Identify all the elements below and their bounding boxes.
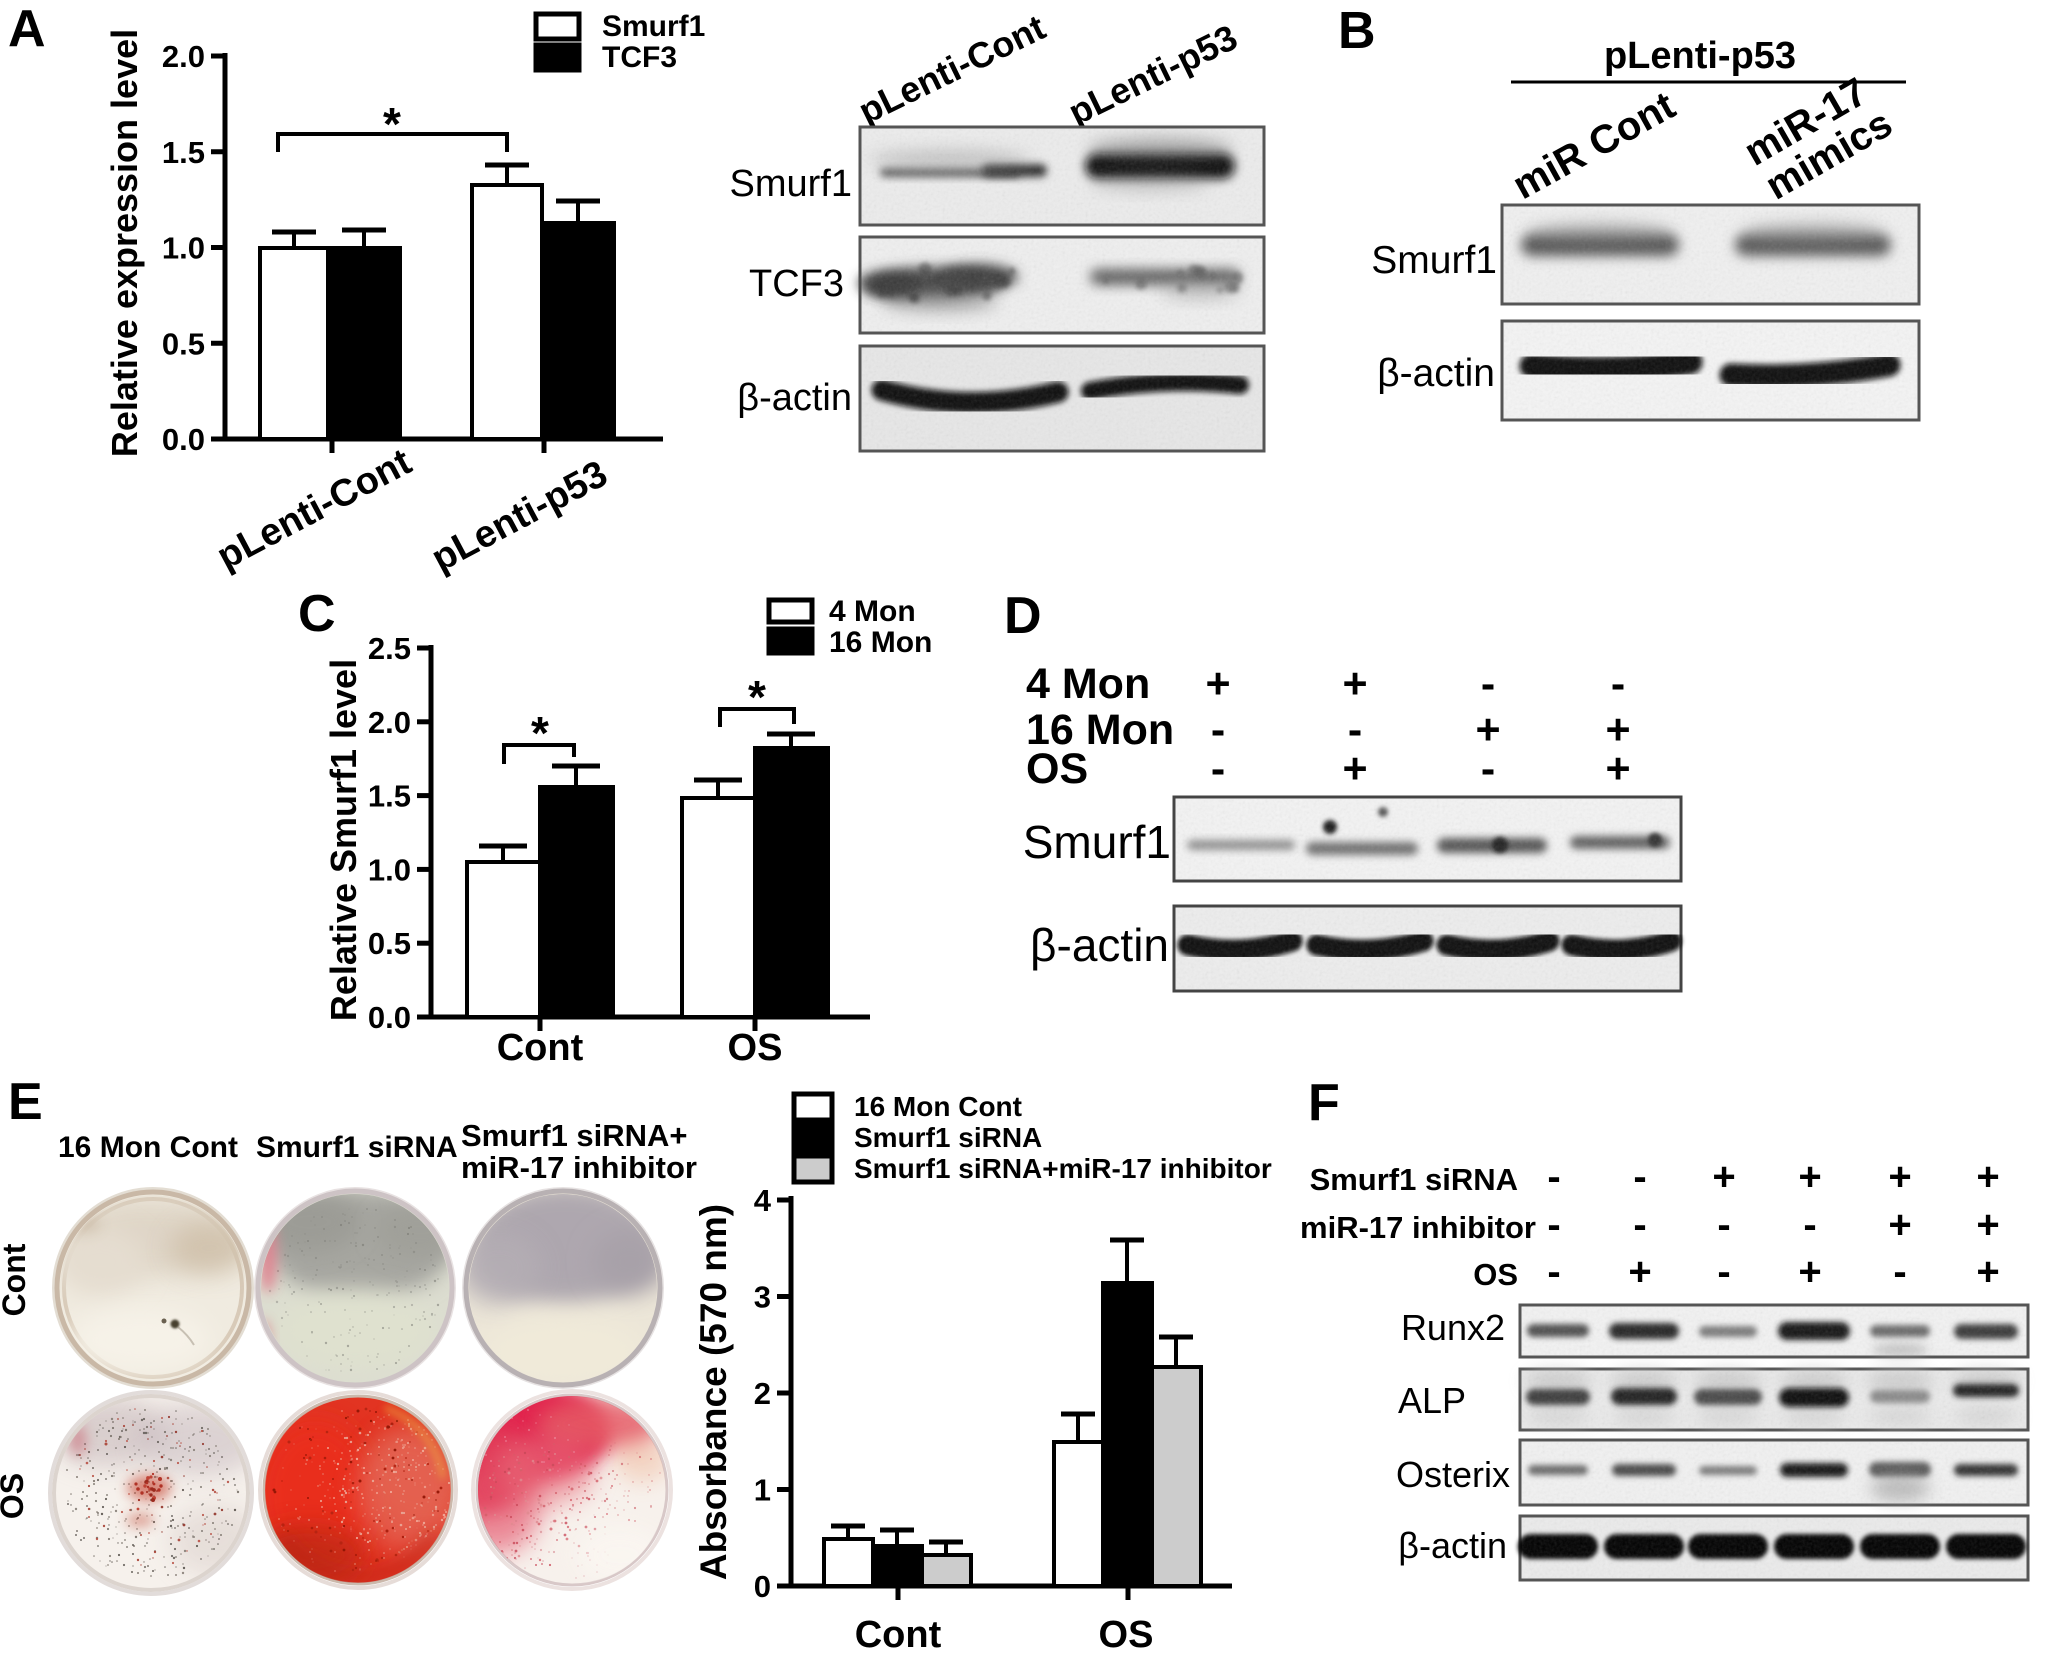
svg-text:*: * [383,98,401,150]
svg-text:D: D [1004,587,1042,645]
svg-text:1.5: 1.5 [162,135,205,170]
svg-text:F: F [1308,1074,1340,1132]
svg-text:+: + [1798,1155,1821,1199]
svg-text:β-actin: β-actin [1030,919,1169,971]
svg-text:4: 4 [754,1183,772,1218]
svg-text:4 Mon: 4 Mon [829,595,916,628]
svg-text:-: - [1481,660,1495,708]
svg-text:*: * [531,707,549,759]
svg-text:+: + [1976,1155,1999,1199]
svg-text:Smurf1 siRNA: Smurf1 siRNA [854,1122,1042,1153]
svg-text:1.5: 1.5 [368,779,411,814]
svg-text:C: C [298,585,336,643]
svg-text:B: B [1338,2,1376,60]
svg-text:-: - [1611,660,1625,708]
svg-text:Absorbance (570 nm): Absorbance (570 nm) [693,1204,734,1580]
svg-text:Runx2: Runx2 [1401,1307,1505,1348]
svg-text:β-actin: β-actin [737,377,852,419]
svg-text:-: - [1717,1250,1730,1294]
svg-text:-: - [1633,1203,1646,1247]
svg-text:-: - [1481,745,1495,793]
svg-text:+: + [1628,1250,1651,1294]
svg-text:2.0: 2.0 [162,39,205,74]
svg-text:Smurf1 siRNA+miR-17 inhibitor: Smurf1 siRNA+miR-17 inhibitor [854,1153,1272,1184]
svg-text:-: - [1547,1203,1560,1247]
svg-text:4 Mon: 4 Mon [1026,660,1150,708]
svg-text:OS: OS [1099,1614,1154,1656]
svg-text:0: 0 [754,1569,771,1604]
svg-text:-: - [1633,1155,1646,1199]
svg-text:Smurf1 siRNA: Smurf1 siRNA [1310,1162,1518,1197]
svg-text:16 Mon Cont: 16 Mon Cont [854,1091,1022,1122]
svg-text:2.5: 2.5 [368,631,411,666]
svg-text:TCF3: TCF3 [749,263,844,305]
svg-text:+: + [1342,660,1367,708]
svg-text:-: - [1803,1203,1816,1247]
svg-text:16 Mon Cont: 16 Mon Cont [58,1131,238,1164]
svg-text:+: + [1475,706,1500,754]
svg-text:+: + [1605,706,1630,754]
svg-text:+: + [1712,1155,1735,1199]
svg-text:0.5: 0.5 [368,926,411,961]
svg-text:-: - [1211,745,1225,793]
svg-text:β-actin: β-actin [1377,352,1495,395]
svg-text:-: - [1211,706,1225,754]
svg-text:Smurf1: Smurf1 [1371,239,1497,282]
svg-text:pLenti-p53: pLenti-p53 [1604,35,1796,77]
svg-text:16 Mon: 16 Mon [829,626,932,659]
svg-text:Cont: Cont [497,1027,584,1069]
svg-text:0.0: 0.0 [368,1000,411,1035]
svg-text:-: - [1348,706,1362,754]
svg-text:TCF3: TCF3 [602,41,677,74]
svg-text:+: + [1976,1250,1999,1294]
svg-text:Relative Smurf1 level: Relative Smurf1 level [323,659,364,1021]
svg-text:miR-17 inhibitor: miR-17 inhibitor [1300,1210,1536,1245]
svg-text:+: + [1605,745,1630,793]
svg-text:1.0: 1.0 [162,231,205,266]
svg-text:+: + [1342,745,1367,793]
svg-text:Cont: Cont [0,1243,32,1316]
svg-text:ALP: ALP [1398,1380,1466,1421]
svg-text:Smurf1 siRNA+: Smurf1 siRNA+ [461,1118,688,1153]
svg-text:+: + [1976,1203,1999,1247]
svg-text:16 Mon: 16 Mon [1026,706,1174,754]
svg-text:3: 3 [754,1280,771,1315]
svg-text:0.5: 0.5 [162,326,205,361]
svg-text:2: 2 [754,1376,771,1411]
svg-text:Relative expression level: Relative expression level [104,29,145,457]
svg-text:1: 1 [754,1473,771,1508]
svg-text:Smurf1: Smurf1 [602,10,705,43]
svg-text:A: A [8,0,46,58]
svg-text:2.0: 2.0 [368,705,411,740]
svg-text:β-actin: β-actin [1398,1525,1507,1566]
svg-text:miR-17 inhibitor: miR-17 inhibitor [461,1150,697,1185]
svg-text:OS: OS [0,1473,30,1519]
svg-text:OS: OS [1026,745,1088,793]
svg-text:Smurf1: Smurf1 [730,163,852,205]
svg-text:-: - [1547,1250,1560,1294]
svg-text:OS: OS [1473,1257,1518,1292]
svg-text:+: + [1888,1203,1911,1247]
svg-text:E: E [8,1073,43,1131]
svg-text:-: - [1893,1250,1906,1294]
svg-text:OS: OS [728,1027,783,1069]
svg-text:+: + [1205,660,1230,708]
svg-text:Smurf1 siRNA: Smurf1 siRNA [256,1131,458,1164]
svg-text:+: + [1888,1155,1911,1199]
svg-text:0.0: 0.0 [162,422,205,457]
svg-text:Cont: Cont [855,1614,942,1656]
svg-text:Osterix: Osterix [1396,1454,1510,1495]
svg-text:+: + [1798,1250,1821,1294]
svg-text:-: - [1547,1155,1560,1199]
svg-text:-: - [1717,1203,1730,1247]
svg-text:1.0: 1.0 [368,852,411,887]
svg-text:Smurf1: Smurf1 [1023,816,1171,868]
svg-text:*: * [748,671,766,723]
